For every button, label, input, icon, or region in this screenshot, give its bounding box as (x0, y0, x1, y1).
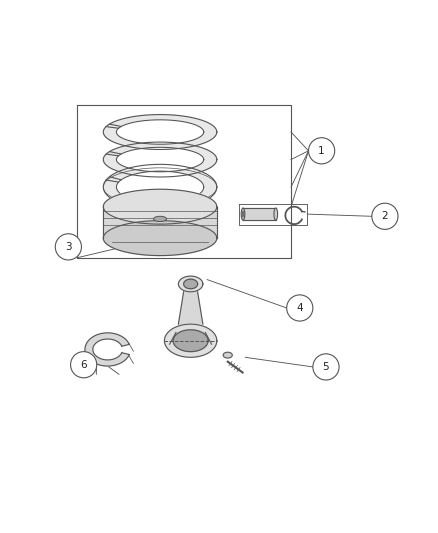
Circle shape (372, 203, 398, 229)
Ellipse shape (241, 208, 245, 220)
Polygon shape (178, 276, 203, 292)
Polygon shape (164, 324, 217, 357)
Polygon shape (184, 279, 198, 289)
Ellipse shape (274, 208, 278, 220)
Circle shape (313, 354, 339, 380)
Polygon shape (103, 221, 217, 256)
Polygon shape (103, 115, 217, 149)
Circle shape (71, 352, 97, 378)
Text: 3: 3 (65, 242, 72, 252)
Polygon shape (117, 120, 204, 144)
Polygon shape (103, 142, 217, 177)
Circle shape (287, 295, 313, 321)
Polygon shape (117, 147, 204, 172)
Text: 6: 6 (80, 360, 87, 370)
Polygon shape (117, 171, 204, 203)
Polygon shape (173, 330, 208, 352)
Text: 4: 4 (297, 303, 303, 313)
Circle shape (55, 234, 81, 260)
Ellipse shape (153, 216, 166, 222)
Text: 1: 1 (318, 146, 325, 156)
Polygon shape (103, 189, 217, 224)
Ellipse shape (242, 212, 244, 217)
Polygon shape (178, 292, 203, 324)
Polygon shape (85, 333, 129, 366)
Ellipse shape (223, 352, 232, 358)
Polygon shape (103, 164, 217, 210)
Text: 2: 2 (381, 211, 388, 221)
Circle shape (308, 138, 335, 164)
Text: 5: 5 (323, 362, 329, 372)
